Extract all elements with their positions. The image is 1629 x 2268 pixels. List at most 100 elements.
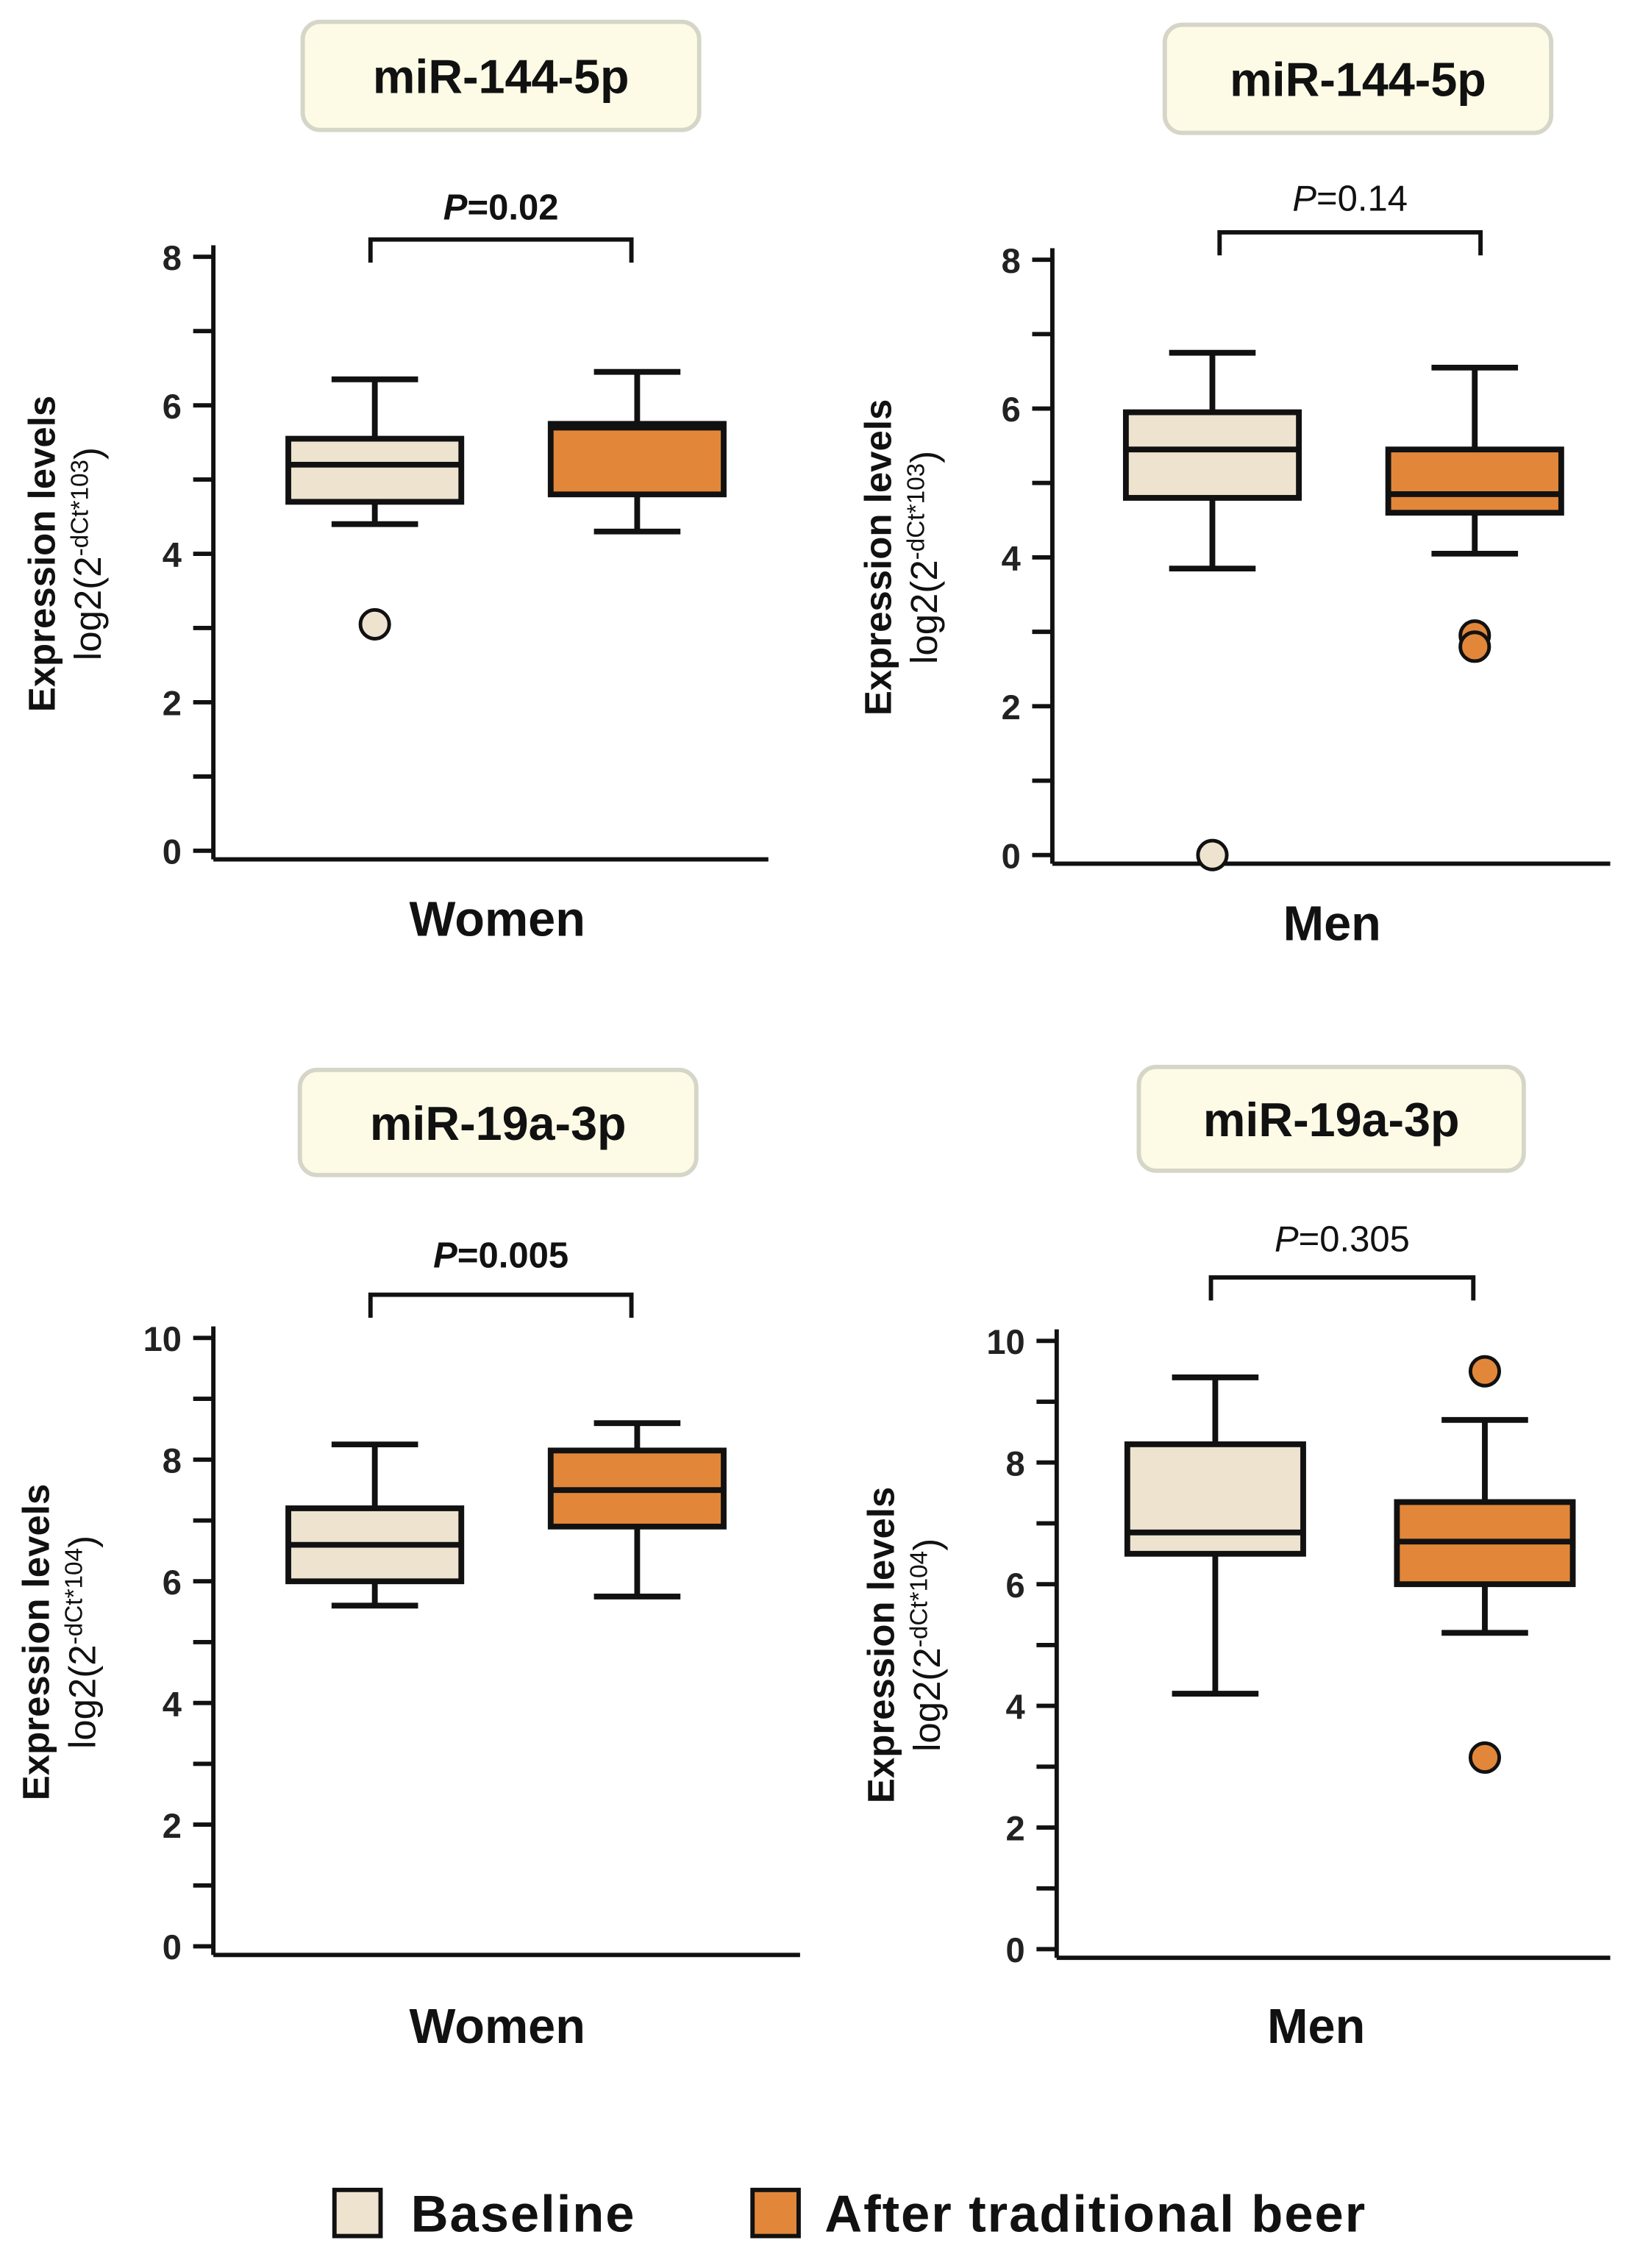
y-label-base: log2(2 bbox=[67, 556, 109, 660]
outlier-point bbox=[1468, 1355, 1502, 1388]
x-axis-label: Women bbox=[410, 892, 585, 946]
iqr-box bbox=[547, 421, 727, 498]
y-axis-label: Expression levels log2(2-dCt*103) bbox=[21, 396, 109, 713]
y-label-superscript: -dCt*10 bbox=[905, 1564, 933, 1647]
chart-panel-2: miR-144-5p 0 2 4 6 8 Expression levels log2(2-d… bbox=[857, 22, 1611, 951]
box-baseline bbox=[1122, 349, 1302, 871]
iqr-box bbox=[1124, 1441, 1306, 1557]
y-label-close: ) bbox=[903, 451, 945, 463]
y-label-base: log2(2 bbox=[903, 560, 945, 664]
y-label-line1: Expression levels bbox=[15, 1484, 57, 1801]
box-after-beer bbox=[1394, 1355, 1576, 1774]
y-axis-label: Expression levels log2(2-dCt*104) bbox=[15, 1484, 104, 1801]
p-symbol: P bbox=[433, 1235, 457, 1275]
p-value-label: P=0.02 bbox=[443, 188, 559, 227]
chart-panel-3: miR-19a-3p 0 2 4 6 8 10 Expression levels log2(2… bbox=[15, 1067, 800, 2054]
legend-swatch bbox=[750, 2187, 801, 2239]
y-label-line2: log2(2-dCt*103) bbox=[902, 451, 945, 664]
y-label-line1: Expression levels bbox=[860, 1487, 902, 1804]
y-tick-label: 8 bbox=[1006, 1444, 1025, 1483]
y-label-base: log2(2 bbox=[61, 1644, 103, 1749]
chart-title: miR-19a-3p bbox=[1203, 1093, 1460, 1147]
legend-label: Baseline bbox=[411, 2185, 636, 2243]
y-tick-label: 6 bbox=[163, 387, 182, 426]
p-symbol: P bbox=[443, 188, 468, 227]
p-symbol: P bbox=[1292, 179, 1316, 219]
y-tick-label: 6 bbox=[163, 1563, 182, 1602]
outlier-point bbox=[1468, 1741, 1502, 1774]
y-label-superscript: -dCt*10 bbox=[67, 473, 94, 556]
y-tick-label: 6 bbox=[1006, 1566, 1025, 1605]
y-label-line2: log2(2-dCt*104) bbox=[905, 1538, 948, 1752]
x-axis-label: Women bbox=[410, 2000, 585, 2054]
chart-title: miR-19a-3p bbox=[370, 1096, 627, 1150]
p-value-label: P=0.005 bbox=[433, 1235, 568, 1275]
title-box bbox=[297, 1067, 699, 1177]
box-after-beer bbox=[1385, 364, 1564, 663]
chart-title: miR-144-5p bbox=[373, 50, 630, 104]
box-baseline bbox=[285, 376, 465, 641]
outlier-point bbox=[1196, 838, 1229, 871]
y-axis-label: Expression levels log2(2-dCt*103) bbox=[857, 399, 945, 716]
chart-panel-4: miR-19a-3p 0 2 4 6 8 10 Expression levels log2(2… bbox=[860, 1064, 1611, 2054]
y-label-close: ) bbox=[67, 447, 109, 460]
iqr-box bbox=[285, 435, 465, 505]
y-label-base: log2(2 bbox=[906, 1647, 948, 1752]
y-label-close: ) bbox=[906, 1538, 948, 1551]
p-value: =0.02 bbox=[468, 188, 559, 227]
y-tick-label: 2 bbox=[163, 684, 182, 723]
p-value: =0.14 bbox=[1316, 179, 1408, 219]
iqr-box bbox=[1385, 446, 1564, 516]
y-label-superscript: -dCt*10 bbox=[902, 477, 930, 560]
y-tick-label: 8 bbox=[1002, 241, 1021, 280]
outlier-point bbox=[358, 607, 391, 641]
y-tick-label: 8 bbox=[163, 1441, 182, 1480]
y-tick-label: 2 bbox=[163, 1806, 182, 1845]
y-label-superscript-exp: 4 bbox=[61, 1548, 88, 1562]
y-tick-label: 10 bbox=[986, 1322, 1024, 1361]
legend-label: After traditional beer bbox=[824, 2185, 1366, 2243]
p-symbol: P bbox=[1275, 1220, 1299, 1260]
title-box bbox=[1136, 1064, 1526, 1173]
y-tick-label: 4 bbox=[1006, 1687, 1025, 1726]
y-tick-label: 8 bbox=[163, 238, 182, 277]
chart-title: miR-144-5p bbox=[1230, 53, 1486, 107]
box-after-beer bbox=[547, 1420, 727, 1600]
y-tick-label: 10 bbox=[143, 1319, 182, 1358]
y-tick-label: 0 bbox=[163, 832, 182, 871]
p-value: =0.005 bbox=[457, 1235, 568, 1275]
y-label-superscript-exp: 3 bbox=[67, 460, 94, 474]
y-tick-label: 0 bbox=[1002, 836, 1021, 875]
y-label-line1: Expression levels bbox=[21, 396, 63, 713]
legend: Baseline After traditional beer bbox=[332, 2185, 1366, 2243]
y-tick-label: 2 bbox=[1006, 1809, 1025, 1848]
y-label-line1: Expression levels bbox=[857, 399, 899, 716]
y-tick-label: 0 bbox=[163, 1928, 182, 1966]
y-tick-label: 4 bbox=[163, 535, 182, 574]
y-tick-label: 4 bbox=[163, 1684, 182, 1723]
y-tick-label: 4 bbox=[1002, 539, 1021, 578]
box-after-beer bbox=[547, 368, 727, 535]
title-box bbox=[300, 19, 702, 132]
significance-bracket bbox=[1208, 1275, 1476, 1301]
legend-swatch bbox=[332, 2187, 383, 2239]
box-baseline bbox=[285, 1441, 465, 1609]
y-label-line2: log2(2-dCt*104) bbox=[61, 1536, 104, 1749]
y-label-superscript-exp: 3 bbox=[902, 463, 930, 477]
p-value: =0.305 bbox=[1299, 1220, 1410, 1260]
y-tick-label: 2 bbox=[1002, 688, 1021, 727]
y-label-close: ) bbox=[61, 1536, 103, 1548]
y-label-superscript-exp: 4 bbox=[905, 1551, 933, 1565]
y-axis-label: Expression levels log2(2-dCt*104) bbox=[860, 1487, 948, 1804]
iqr-box bbox=[1122, 409, 1302, 501]
x-axis-label: Men bbox=[1283, 896, 1381, 951]
significance-bracket bbox=[368, 1292, 634, 1318]
outlier-point bbox=[1458, 630, 1491, 663]
y-tick-label: 0 bbox=[1006, 1930, 1025, 1969]
y-tick-label: 6 bbox=[1002, 390, 1021, 429]
p-value-label: P=0.14 bbox=[1292, 179, 1408, 219]
p-value-label: P=0.305 bbox=[1275, 1220, 1410, 1260]
y-label-superscript: -dCt*10 bbox=[61, 1561, 88, 1644]
chart-panel-1: miR-144-5p 0 2 4 6 8 Expression levels log2(2-d… bbox=[21, 19, 769, 946]
